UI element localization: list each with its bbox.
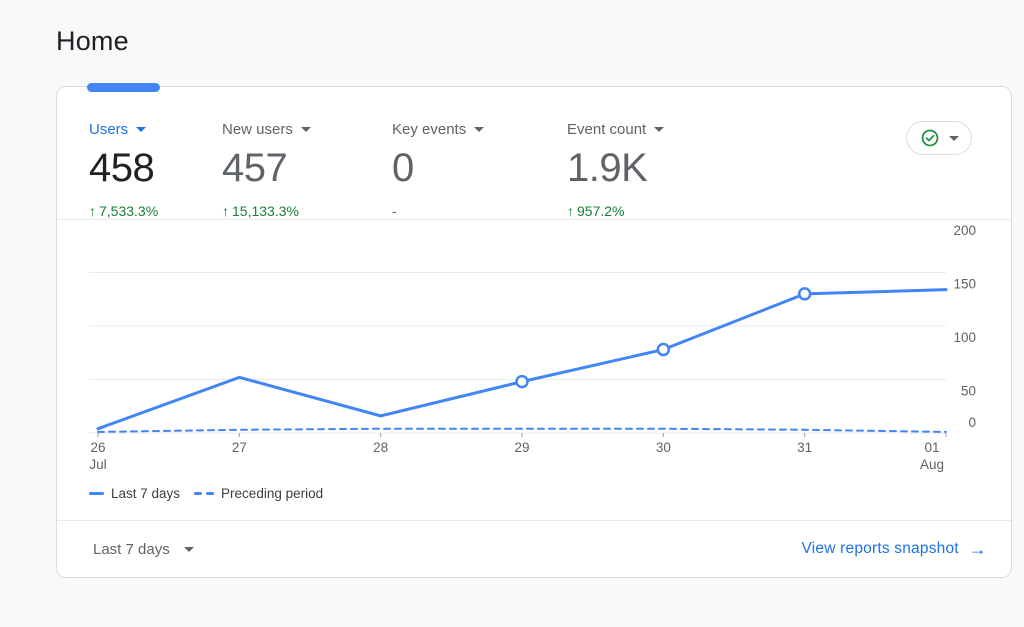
chevron-down-icon	[654, 127, 665, 132]
svg-text:150: 150	[953, 277, 976, 292]
metrics-row: Users 458 ↑ 7,533.3% New users 457 ↑ 15,…	[57, 121, 1011, 219]
metric-value: 458	[89, 146, 155, 190]
data-quality-button[interactable]	[906, 121, 972, 155]
date-range-label: Last 7 days	[93, 540, 170, 558]
metric-value: 0	[392, 146, 414, 190]
metric-change-value: 7,533.3%	[99, 203, 159, 219]
svg-text:27: 27	[232, 440, 247, 455]
metric-change: ↑ 7,533.3%	[89, 203, 158, 219]
metric-users: Users 458 ↑ 7,533.3%	[89, 121, 158, 219]
metric-selector-users[interactable]: Users	[89, 121, 147, 138]
metric-change-value: 957.2%	[577, 203, 625, 219]
chevron-down-icon	[300, 127, 311, 132]
metric-change-value: -	[392, 203, 397, 219]
up-arrow-icon: ↑	[222, 203, 229, 219]
caret-down-icon	[948, 135, 959, 141]
link-label: View reports snapshot	[801, 540, 959, 557]
metric-change: ↑ 957.2%	[567, 203, 664, 219]
card-tab-indicator[interactable]	[87, 83, 160, 92]
metric-label: Users	[89, 121, 129, 138]
metric-selector-new-users[interactable]: New users	[222, 121, 311, 138]
metric-label: New users	[222, 121, 293, 138]
footer-divider	[57, 520, 1011, 521]
chevron-down-icon	[474, 127, 485, 132]
metric-change: ↑ 15,133.3%	[222, 203, 311, 219]
svg-text:50: 50	[961, 384, 976, 399]
metric-change-value: 15,133.3%	[232, 203, 299, 219]
date-range-selector[interactable]: Last 7 days	[93, 541, 194, 558]
legend-label: Last 7 days	[111, 486, 181, 501]
card-footer: Last 7 days View reports snapshot →	[57, 521, 1011, 577]
legend-item-last-7-days: Last 7 days	[89, 486, 180, 501]
metric-label: Event count	[567, 121, 647, 138]
svg-text:200: 200	[953, 223, 976, 238]
up-arrow-icon: ↑	[89, 203, 96, 219]
metric-selector-key-events[interactable]: Key events	[392, 121, 485, 138]
metric-value: 457	[222, 146, 288, 190]
up-arrow-icon: ↑	[567, 203, 574, 219]
svg-text:28: 28	[373, 440, 388, 455]
metric-selector-event-count[interactable]: Event count	[567, 121, 665, 138]
legend-label: Preceding period	[221, 486, 324, 501]
legend-item-preceding-period: Preceding period	[194, 486, 323, 501]
metric-new-users: New users 457 ↑ 15,133.3%	[222, 121, 311, 219]
dashed-line-swatch-icon	[194, 491, 215, 496]
chart-legend: Last 7 days Preceding period	[89, 486, 323, 501]
page-title: Home	[56, 26, 129, 56]
metric-value: 1.9K	[567, 146, 648, 190]
home-overview-card: Users 458 ↑ 7,533.3% New users 457 ↑ 15,…	[56, 83, 1012, 578]
view-reports-snapshot-link[interactable]: View reports snapshot →	[802, 540, 987, 558]
chevron-down-icon	[136, 127, 147, 132]
svg-text:30: 30	[656, 440, 671, 455]
check-circle-icon	[921, 129, 938, 147]
arrow-right-icon: →	[968, 539, 987, 559]
metric-event-count: Event count 1.9K ↑ 957.2%	[567, 121, 665, 219]
svg-text:0: 0	[968, 415, 976, 430]
metrics-divider	[57, 219, 1011, 220]
caret-down-icon	[183, 546, 194, 552]
svg-text:29: 29	[514, 440, 529, 455]
solid-line-swatch-icon	[89, 491, 104, 496]
svg-text:31: 31	[797, 440, 812, 455]
metric-key-events: Key events 0 -	[392, 121, 485, 219]
users-trend-chart[interactable]: 0 50 100 150 200 26 Jul 27 28 29 30 31 01 Aug	[89, 219, 1009, 479]
metric-label: Key events	[392, 121, 467, 138]
metric-change: -	[392, 203, 484, 219]
svg-text:100: 100	[953, 330, 976, 345]
